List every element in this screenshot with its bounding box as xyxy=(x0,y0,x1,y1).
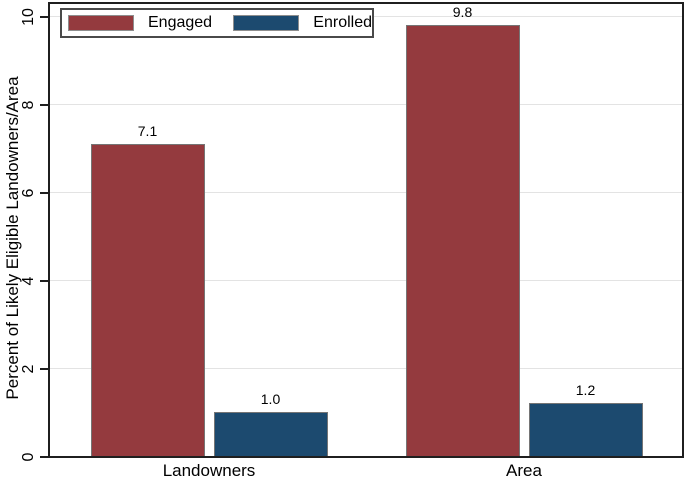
bar-engaged-area xyxy=(405,25,520,456)
x-category-label: Area xyxy=(506,461,542,480)
y-tick-mark xyxy=(40,456,48,458)
y-tick-label: 2 xyxy=(20,364,37,374)
y-tick-label: 4 xyxy=(20,276,37,286)
y-tick-mark xyxy=(40,368,48,370)
y-tick-label: 6 xyxy=(20,188,37,198)
legend-label-engaged: Engaged xyxy=(148,14,213,31)
legend-label-enrolled: Enrolled xyxy=(313,14,372,31)
gridline xyxy=(50,367,682,369)
bar-engaged-landowners xyxy=(90,144,205,456)
y-tick-label: 8 xyxy=(20,100,37,110)
y-tick-mark xyxy=(40,16,48,18)
y-tick-mark xyxy=(40,104,48,106)
gridline xyxy=(50,279,682,281)
bar-enrolled-landowners xyxy=(213,412,328,456)
legend-swatch-enrolled xyxy=(233,15,300,31)
x-category-label: Landowners xyxy=(162,461,256,480)
legend-entry-enrolled: Enrolled xyxy=(233,14,372,32)
bar-value-label: 7.1 xyxy=(137,123,158,139)
bar-enrolled-area xyxy=(528,403,643,456)
gridline xyxy=(50,191,682,193)
legend-entry-engaged: Engaged xyxy=(68,14,233,32)
y-tick-mark xyxy=(40,280,48,282)
y-tick-label: 0 xyxy=(20,452,37,462)
legend: Engaged Enrolled xyxy=(60,8,374,38)
bar-value-label: 9.8 xyxy=(452,4,473,20)
gridline xyxy=(50,103,682,105)
y-tick-label: 10 xyxy=(20,8,37,26)
plot-area: 7.1 1.0 9.8 1.2 Engaged Enrolled xyxy=(48,2,684,458)
bar-value-label: 1.0 xyxy=(260,391,281,407)
bars-layer: 7.1 1.0 9.8 1.2 xyxy=(50,4,682,456)
bar-value-label: 1.2 xyxy=(575,382,596,398)
y-tick-mark xyxy=(40,192,48,194)
y-axis-title: Percent of Likely Eligible Landowners/Ar… xyxy=(3,76,22,400)
legend-swatch-engaged xyxy=(68,15,134,31)
